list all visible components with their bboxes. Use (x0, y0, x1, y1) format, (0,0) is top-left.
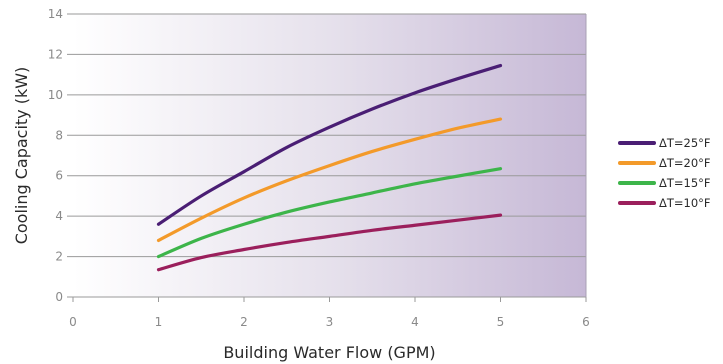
legend-label-4: ΔT=10°F (659, 196, 711, 210)
y-tick-label: 14 (48, 7, 63, 21)
y-tick-label: 8 (55, 128, 63, 142)
legend: ΔT=25°F ΔT=20°F ΔT=15°F ΔT=10°F (618, 136, 711, 210)
x-axis-title: Building Water Flow (GPM) (223, 343, 435, 362)
y-tick-label: 2 (55, 250, 63, 264)
legend-label-3: ΔT=15°F (659, 176, 711, 190)
x-tick-label: 2 (240, 315, 248, 329)
series-line-2 (156, 117, 503, 242)
series-lines (156, 63, 503, 272)
series-line-4 (156, 213, 503, 272)
series-line-1 (156, 63, 503, 226)
series-line-3 (156, 167, 503, 259)
y-tick-label: 4 (55, 209, 63, 223)
legend-label-2: ΔT=20°F (659, 156, 711, 170)
y-tick-label: 6 (55, 169, 63, 183)
x-tick-label: 5 (497, 315, 505, 329)
x-tick-label: 0 (69, 315, 77, 329)
legend-label-1: ΔT=25°F (659, 136, 711, 150)
plot-area (73, 14, 586, 297)
x-tick-label: 4 (411, 315, 419, 329)
y-axis-title: Cooling Capacity (kW) (12, 67, 31, 245)
x-tick-label: 6 (582, 315, 590, 329)
x-tick-label: 1 (155, 315, 163, 329)
y-tick-label: 0 (55, 290, 63, 304)
y-tick-label: 10 (48, 88, 63, 102)
gridlines (67, 13, 587, 298)
y-tick-label: 12 (48, 47, 63, 61)
x-tick-label: 3 (326, 315, 334, 329)
